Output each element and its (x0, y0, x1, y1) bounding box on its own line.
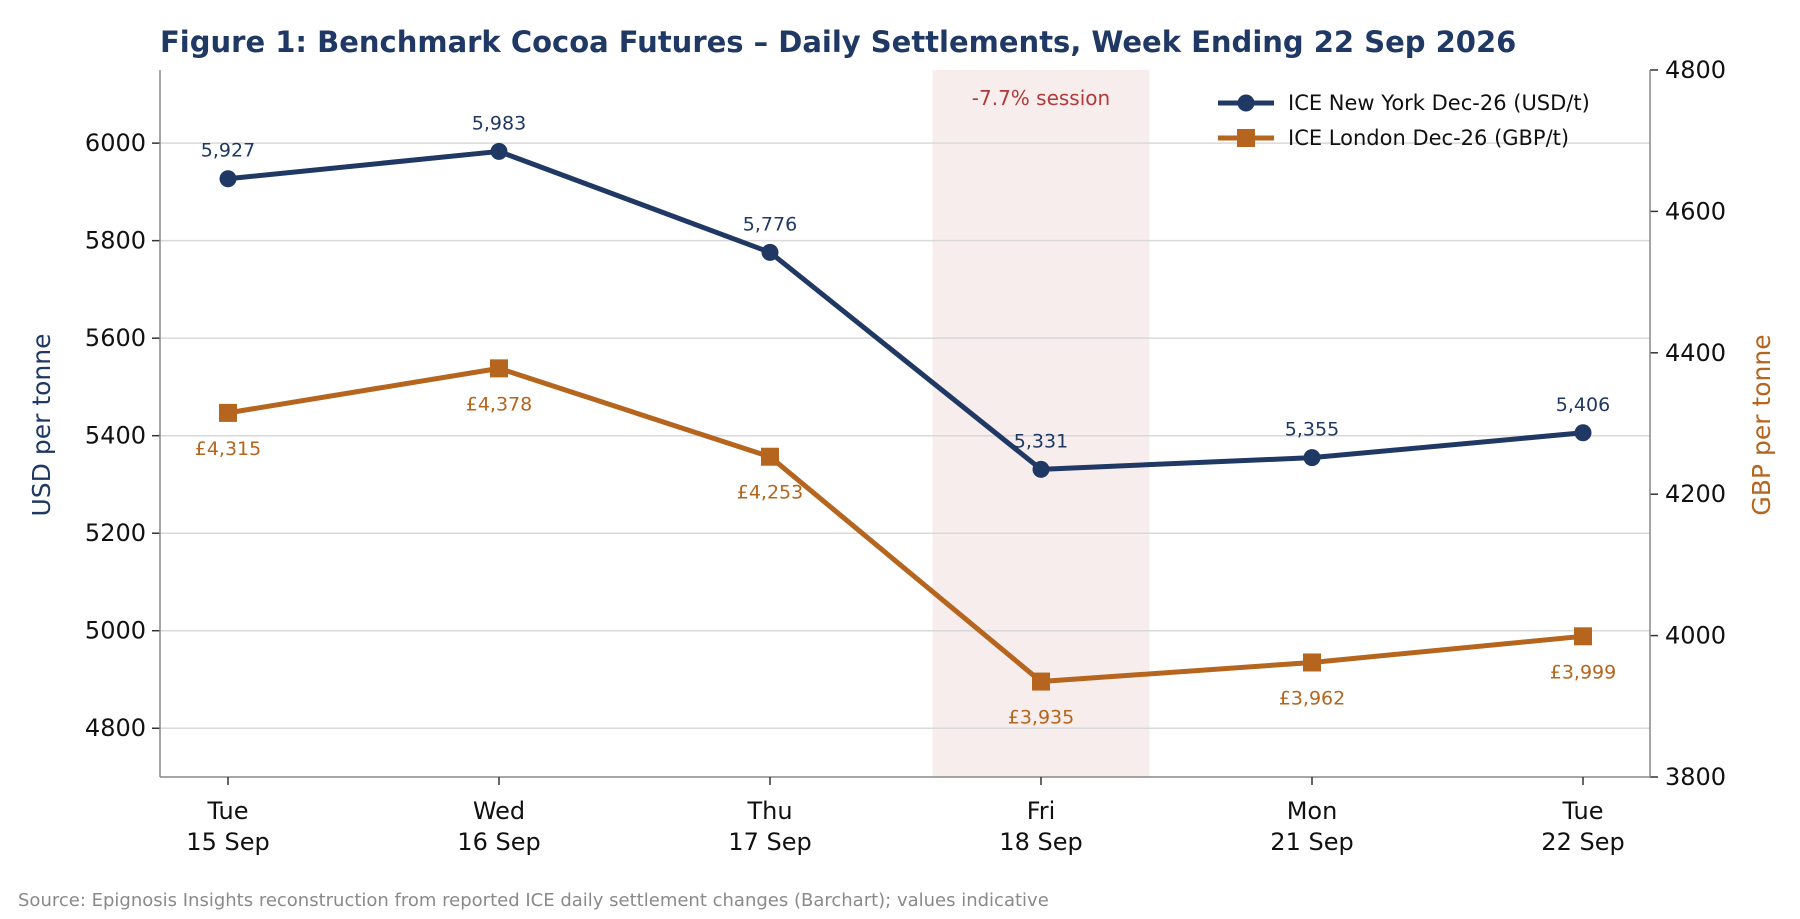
x-tick-label-day: Wed (473, 797, 525, 825)
source-note: Source: Epignosis Insights reconstructio… (18, 890, 1049, 911)
data-label-new-york: 5,983 (472, 112, 526, 134)
legend-marker-circle (1237, 94, 1255, 112)
grid-layer (160, 142, 1650, 729)
y-right-tick-label: 4600 (1665, 197, 1726, 225)
data-point-new-york (1303, 449, 1321, 467)
data-label-london: £3,962 (1279, 687, 1345, 709)
highlight-annotation: -7.7% session (972, 86, 1110, 110)
x-tick-label-day: Tue (207, 797, 249, 825)
x-tick-label-date: 15 Sep (186, 828, 269, 856)
legend-entry-label: ICE New York Dec-26 (USD/t) (1288, 91, 1590, 115)
series-line-london (227, 365, 1584, 685)
x-tick-label-date: 16 Sep (457, 828, 540, 856)
highlight-layer: -7.7% session (932, 70, 1150, 777)
y-left-tick-label: 5200 (85, 519, 146, 547)
axes-layer: 4800 5000 5200 5400 5600 5800 6000 3800 4000 4200… (85, 56, 1726, 856)
y-left-tick-label: 5800 (85, 227, 146, 255)
y-right-tick-label: 4200 (1665, 480, 1726, 508)
y-left-tick-label: 6000 (85, 129, 146, 157)
data-label-london: £3,935 (1008, 707, 1074, 729)
legend-marker-square (1237, 129, 1255, 147)
x-tick-label-date: 21 Sep (1270, 828, 1353, 856)
y-right-tick-label: 3800 (1665, 763, 1726, 791)
y-right-tick-label: 4000 (1665, 622, 1726, 650)
x-tick-label-date: 22 Sep (1541, 828, 1624, 856)
y-left-tick-label: 5400 (85, 422, 146, 450)
x-tick-label-day: Mon (1287, 797, 1338, 825)
y-axis-left-label: USD per tonne (27, 333, 56, 516)
data-point-new-york (1032, 460, 1050, 478)
data-point-new-york (1574, 424, 1592, 442)
x-tick-label-date: 17 Sep (728, 828, 811, 856)
data-label-london: £4,378 (466, 393, 532, 415)
data-label-new-york: 5,331 (1014, 430, 1068, 452)
data-label-london: £4,315 (195, 438, 261, 460)
data-label-london: £4,253 (737, 482, 803, 504)
y-left-tick-label: 5000 (85, 617, 146, 645)
data-label-new-york: 5,355 (1285, 419, 1339, 441)
data-label-new-york: 5,927 (201, 140, 255, 162)
series-line-new-york (227, 148, 1584, 472)
series-layer (219, 142, 1592, 691)
x-tick-label-day: Thu (746, 797, 792, 825)
x-tick-label-day: Fri (1027, 797, 1056, 825)
data-point-london (219, 403, 237, 422)
data-point-new-york (219, 170, 237, 188)
data-labels-layer: 5,927 5,983 5,776 5,331 5,355 5,406 £4,315 £4,3… (195, 112, 1616, 728)
data-point-london (490, 359, 508, 378)
x-tick-label-day: Tue (1562, 797, 1604, 825)
x-tick-label-date: 18 Sep (999, 828, 1082, 856)
data-point-london (1574, 627, 1592, 646)
y-right-tick-label: 4400 (1665, 339, 1726, 367)
y-right-tick-label: 4800 (1665, 56, 1726, 84)
legend: ICE New York Dec-26 (USD/t) ICE London De… (1218, 91, 1590, 150)
data-point-new-york (490, 142, 508, 160)
chart-title: Figure 1: Benchmark Cocoa Futures – Dail… (160, 25, 1516, 59)
y-left-tick-label: 5600 (85, 324, 146, 352)
data-point-london (1303, 653, 1321, 672)
data-label-new-york: 5,776 (743, 213, 797, 235)
data-label-london: £3,999 (1550, 661, 1616, 683)
data-label-new-york: 5,406 (1556, 394, 1610, 416)
y-axis-right-label: GBP per tonne (1747, 334, 1776, 515)
data-point-london (1032, 672, 1050, 691)
data-point-london (761, 447, 779, 466)
y-left-tick-label: 4800 (85, 714, 146, 742)
data-point-new-york (761, 243, 779, 261)
legend-entry-label: ICE London Dec-26 (GBP/t) (1288, 126, 1569, 150)
highlight-band (932, 70, 1150, 777)
